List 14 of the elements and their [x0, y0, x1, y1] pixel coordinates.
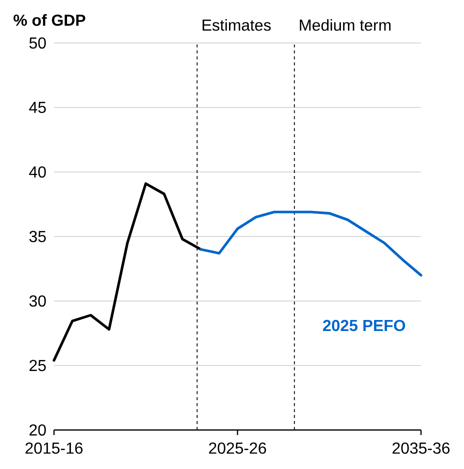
y-tick-label: 35	[29, 230, 46, 242]
y-tick-label: 20	[30, 424, 46, 436]
x-tick-label: 2025-26	[209, 442, 266, 454]
text: Estimates	[202, 19, 271, 31]
x-tick-label: 2035-36	[392, 442, 450, 454]
y-axis-title: % of GDP	[14, 14, 86, 26]
y-tick-label: 45	[29, 102, 46, 114]
y-tick-label: 25	[30, 360, 46, 372]
y-tick-label: 40	[29, 166, 46, 178]
y-tick-label: 30	[29, 295, 46, 307]
text: Medium term	[300, 19, 391, 31]
x-tick-label: 2015-16	[26, 442, 83, 454]
text: 2025 PEFO	[323, 320, 406, 332]
y-tick-label: 50	[29, 37, 46, 49]
